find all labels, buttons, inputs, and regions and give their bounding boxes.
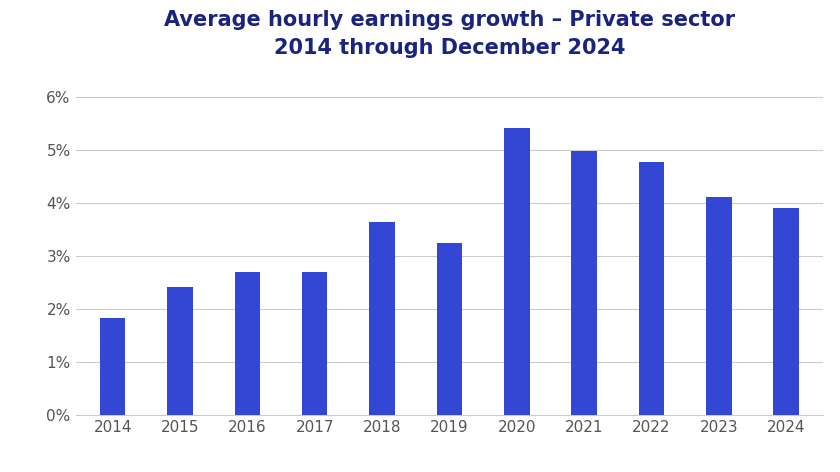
Title: Average hourly earnings growth – Private sector
2014 through December 2024: Average hourly earnings growth – Private…: [164, 10, 735, 58]
Bar: [302, 272, 328, 415]
Bar: [638, 162, 664, 415]
Bar: [706, 197, 732, 415]
Bar: [234, 272, 260, 415]
Bar: [167, 287, 193, 415]
Bar: [100, 318, 125, 415]
Bar: [571, 151, 597, 415]
Bar: [504, 127, 529, 415]
Bar: [774, 208, 799, 415]
Bar: [437, 243, 462, 415]
Bar: [370, 222, 395, 415]
